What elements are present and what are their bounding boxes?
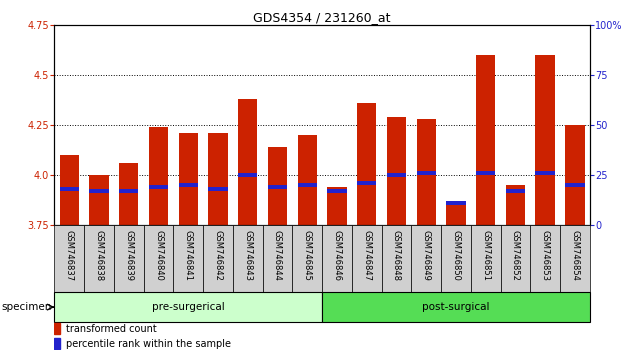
Bar (446, 201, 465, 205)
Bar (268, 147, 287, 225)
Text: GSM746853: GSM746853 (540, 230, 549, 281)
Bar (174, 225, 203, 292)
Bar (54, 225, 84, 292)
Text: transformed count: transformed count (65, 324, 156, 334)
Text: GSM746852: GSM746852 (511, 230, 520, 281)
Bar (328, 189, 347, 193)
Bar (560, 225, 590, 292)
Text: percentile rank within the sample: percentile rank within the sample (65, 339, 231, 349)
Bar (506, 189, 525, 193)
Bar (268, 184, 287, 189)
Bar (203, 225, 233, 292)
Text: GSM746847: GSM746847 (362, 230, 371, 281)
Bar (476, 55, 495, 225)
Bar (233, 225, 263, 292)
Text: GSM746854: GSM746854 (570, 230, 579, 281)
Bar (535, 55, 554, 225)
Text: specimen: specimen (1, 302, 51, 312)
Text: GSM746849: GSM746849 (422, 230, 431, 281)
Bar (54, 292, 322, 322)
Bar (357, 103, 376, 225)
Text: GSM746846: GSM746846 (333, 230, 342, 281)
Bar (387, 173, 406, 177)
Text: GSM746843: GSM746843 (244, 230, 253, 281)
Text: GSM746851: GSM746851 (481, 230, 490, 281)
Bar (441, 225, 470, 292)
Bar (60, 155, 79, 225)
Bar (114, 225, 144, 292)
Text: GSM746842: GSM746842 (213, 230, 222, 281)
Bar (297, 183, 317, 187)
Bar (208, 187, 228, 191)
Bar (179, 133, 198, 225)
Bar (90, 175, 109, 225)
Bar (417, 171, 436, 175)
Bar (357, 181, 376, 185)
Text: GSM746850: GSM746850 (451, 230, 460, 281)
Bar (387, 117, 406, 225)
Bar (208, 133, 228, 225)
Text: GSM746839: GSM746839 (124, 230, 133, 281)
Bar (238, 173, 258, 177)
Bar (322, 225, 352, 292)
Bar (352, 225, 381, 292)
Text: post-surgical: post-surgical (422, 302, 490, 312)
Bar (297, 135, 317, 225)
Bar (417, 119, 436, 225)
Text: GSM746844: GSM746844 (273, 230, 282, 281)
Bar (54, 338, 60, 349)
Bar (292, 225, 322, 292)
Bar (144, 225, 174, 292)
Bar (476, 171, 495, 175)
Bar (446, 205, 465, 225)
Bar (263, 225, 292, 292)
Bar (90, 189, 109, 193)
Text: GSM746840: GSM746840 (154, 230, 163, 281)
Bar (535, 171, 554, 175)
Text: GSM746841: GSM746841 (184, 230, 193, 281)
Text: GSM746837: GSM746837 (65, 230, 74, 281)
Bar (238, 99, 258, 225)
Text: GSM746845: GSM746845 (303, 230, 312, 281)
Bar (501, 225, 530, 292)
Text: pre-surgerical: pre-surgerical (152, 302, 224, 312)
Bar (149, 127, 168, 225)
Bar (119, 189, 138, 193)
Text: GSM746838: GSM746838 (95, 230, 104, 281)
Bar (322, 292, 590, 322)
Bar (119, 163, 138, 225)
Bar (412, 225, 441, 292)
Bar (530, 225, 560, 292)
Bar (84, 225, 114, 292)
Bar (60, 187, 79, 191)
Bar (565, 183, 585, 187)
Bar (470, 225, 501, 292)
Bar (506, 185, 525, 225)
Title: GDS4354 / 231260_at: GDS4354 / 231260_at (253, 11, 391, 24)
Bar (328, 187, 347, 225)
Bar (149, 184, 168, 189)
Bar (179, 183, 198, 187)
Bar (381, 225, 412, 292)
Bar (565, 125, 585, 225)
Bar (54, 324, 60, 334)
Text: GSM746848: GSM746848 (392, 230, 401, 281)
